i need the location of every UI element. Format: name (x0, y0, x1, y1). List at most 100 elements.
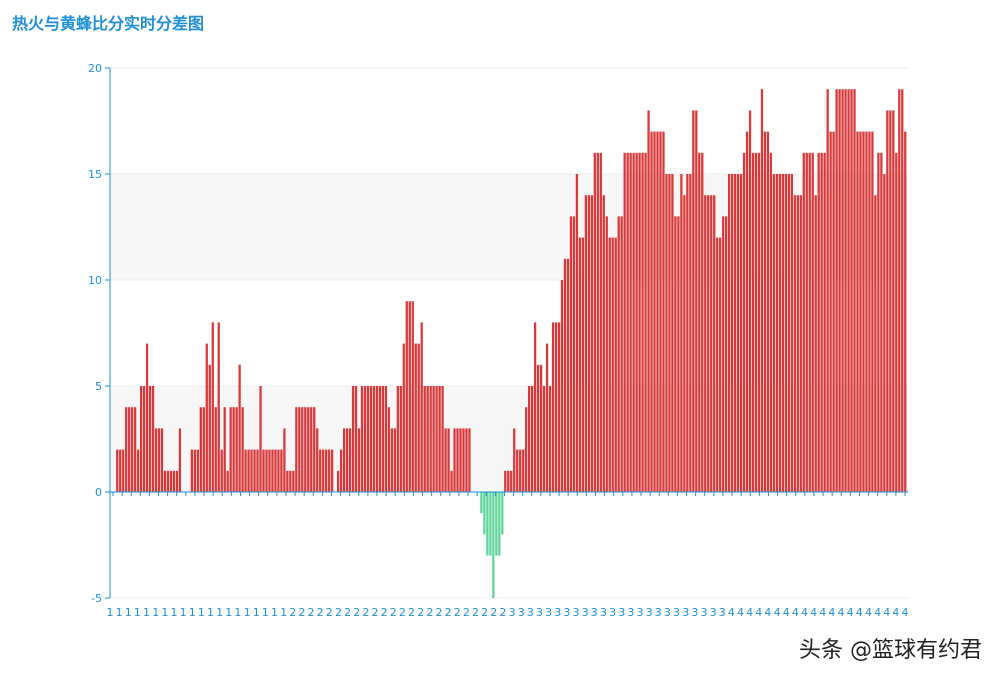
bar (360, 386, 364, 492)
bar (417, 343, 420, 492)
bar (432, 386, 435, 492)
bar (426, 386, 429, 492)
bar (847, 89, 850, 492)
bar (265, 449, 268, 492)
bar (372, 386, 376, 492)
bar (745, 131, 749, 492)
bar (772, 174, 776, 492)
x-tick-label: 1 (180, 606, 187, 619)
bar (763, 131, 767, 492)
x-tick-label: 3 (691, 606, 698, 619)
bar (531, 386, 534, 492)
bar (232, 407, 235, 492)
bar (414, 343, 417, 492)
x-tick-label: 4 (847, 606, 854, 619)
bar (793, 195, 796, 492)
bar (134, 407, 137, 492)
bar (692, 110, 695, 493)
bar (348, 428, 352, 492)
x-tick-label: 4 (892, 606, 899, 619)
x-tick-label: 1 (161, 606, 168, 619)
bar (151, 386, 155, 492)
bar (533, 322, 537, 492)
bar (626, 152, 629, 493)
bar (644, 152, 647, 493)
bar (166, 470, 170, 492)
bar (602, 195, 605, 492)
bar (862, 131, 865, 492)
bar (557, 322, 561, 492)
bar (629, 152, 632, 493)
x-tick-label: 1 (280, 606, 287, 619)
bar (214, 407, 217, 492)
bar (217, 322, 220, 492)
bar (838, 89, 841, 492)
bar (387, 407, 391, 492)
x-tick-label: 2 (499, 606, 506, 619)
bar (662, 131, 665, 492)
bar (808, 152, 811, 493)
x-tick-label: 2 (481, 606, 488, 619)
x-tick-label: 4 (838, 606, 845, 619)
bar (456, 428, 459, 492)
bar (157, 428, 161, 492)
bar (274, 449, 277, 492)
bar (319, 449, 322, 492)
bar (635, 152, 638, 493)
y-tick-label: 20 (88, 62, 102, 75)
y-tick-label: 0 (95, 486, 102, 499)
x-tick-label: 3 (573, 606, 580, 619)
x-tick-label: 2 (381, 606, 388, 619)
x-tick-label: 2 (408, 606, 415, 619)
bar (871, 131, 874, 492)
bar (268, 449, 271, 492)
bar (671, 174, 674, 492)
bar (617, 216, 620, 492)
x-tick-label: 1 (253, 606, 260, 619)
bar (796, 195, 799, 492)
bar (178, 428, 182, 492)
bar (814, 195, 817, 492)
x-tick-label: 4 (865, 606, 872, 619)
bar (259, 386, 262, 492)
bar (286, 470, 289, 492)
bar (787, 174, 790, 492)
bar (310, 407, 313, 492)
bar (739, 174, 743, 492)
x-tick-label: 1 (143, 606, 150, 619)
bar (874, 195, 877, 492)
bar (545, 343, 549, 492)
bar (539, 364, 543, 492)
bar (769, 152, 773, 493)
bar (748, 110, 752, 493)
bar (483, 492, 486, 535)
bar (131, 407, 134, 492)
bar (736, 174, 740, 492)
x-tick-label: 3 (609, 606, 616, 619)
bar (325, 449, 328, 492)
x-tick-label: 1 (207, 606, 214, 619)
bar (889, 110, 892, 493)
bar (707, 195, 710, 492)
bar (205, 343, 208, 492)
bar (608, 237, 611, 492)
bar (525, 407, 528, 492)
bar (757, 152, 761, 493)
x-tick-label: 2 (289, 606, 296, 619)
bar (760, 89, 764, 492)
bar (516, 449, 519, 492)
bar (883, 174, 886, 492)
bar (566, 258, 570, 492)
bar (289, 470, 292, 492)
x-tick-label: 4 (819, 606, 826, 619)
bar (674, 216, 677, 492)
bar (596, 152, 599, 493)
bar (193, 449, 196, 492)
bar (160, 428, 164, 492)
bar (304, 407, 307, 492)
bar (244, 449, 247, 492)
bar (378, 386, 382, 492)
bar (701, 152, 704, 493)
bar (835, 89, 838, 492)
x-tick-label: 3 (673, 606, 680, 619)
